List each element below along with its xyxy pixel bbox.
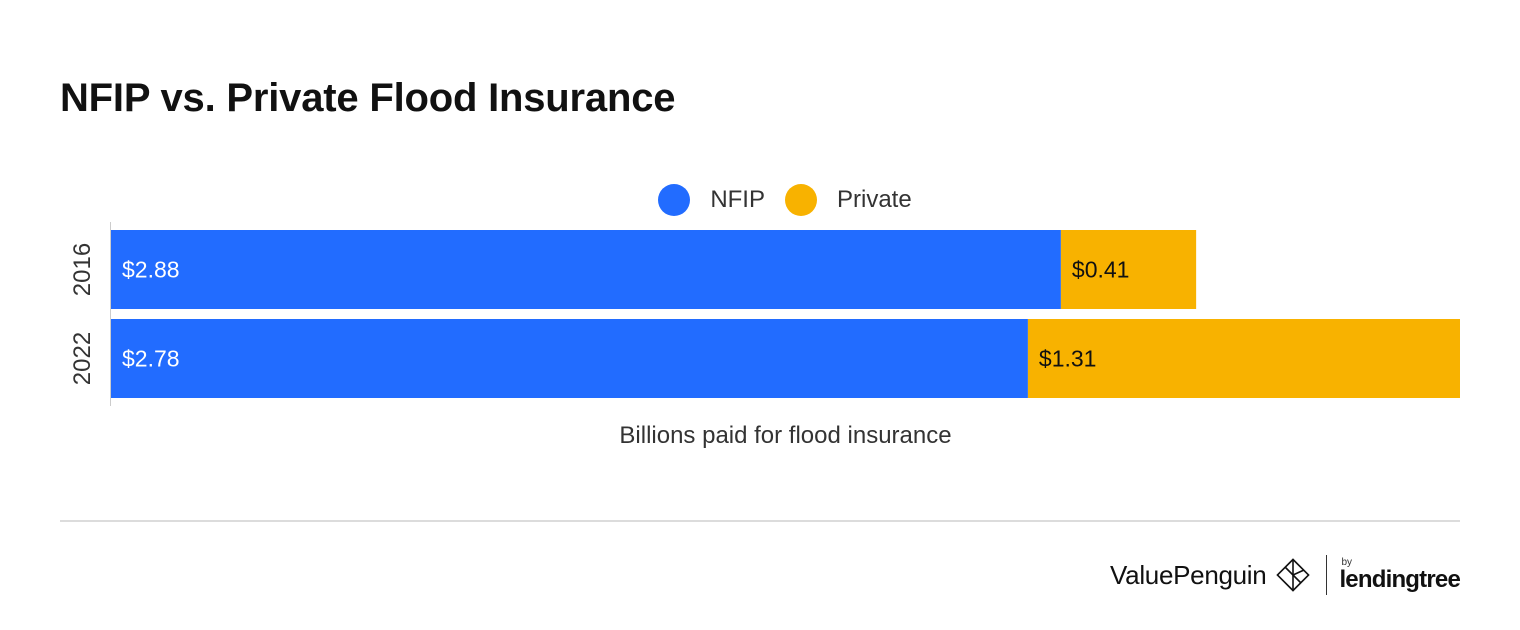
legend-label-private: Private [836, 186, 912, 213]
x-axis-label: Billions paid for flood insurance [619, 422, 951, 449]
y-tick-label-2016: 2016 [69, 243, 96, 296]
footer-divider [60, 520, 1460, 522]
chart-legend: NFIP Private [0, 183, 1520, 217]
legend-swatch-private [784, 184, 817, 216]
chart-title: NFIP vs. Private Flood Insurance [60, 76, 676, 120]
stacked-bar-chart: $2.88 $0.41 2016 $2.78 $1.31 2022 Billions pai… [69, 222, 1460, 449]
footer-logo: ValuePenguin by lendingtree [1110, 550, 1461, 600]
legend-swatch-nfip [658, 184, 691, 216]
valuepenguin-wordmark: ValuePenguin [1110, 559, 1267, 590]
bar-nfip-2022 [111, 319, 1028, 398]
legend-item-private: Private [784, 184, 912, 216]
data-label-private-2016: $0.41 [1072, 257, 1130, 283]
lendingtree-wordmark: lendingtree [1339, 566, 1460, 593]
data-label-nfip-2022: $2.78 [122, 346, 180, 372]
bar-private-2022 [1027, 319, 1460, 398]
by-label: by [1341, 557, 1352, 568]
lendingtree-logo: by lendingtree [1339, 558, 1460, 592]
y-tick-label-2022: 2022 [69, 332, 96, 385]
valuepenguin-logo-icon [1276, 558, 1311, 592]
legend-label-nfip: NFIP [710, 186, 765, 213]
bar-private-2016 [1060, 230, 1197, 309]
bar-nfip-2016 [111, 230, 1061, 309]
data-label-private-2022: $1.31 [1039, 346, 1097, 372]
data-label-nfip-2016: $2.88 [122, 257, 180, 283]
legend-item-nfip: NFIP [658, 184, 765, 216]
logo-separator [1326, 555, 1328, 595]
